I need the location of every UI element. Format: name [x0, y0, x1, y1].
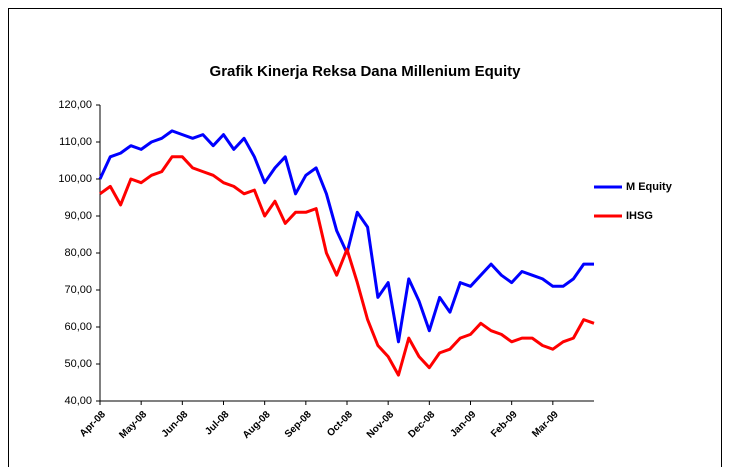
- y-tick-label: 60,00: [64, 321, 92, 333]
- chart-frame: [8, 8, 722, 467]
- y-tick-label: 110,00: [59, 136, 92, 148]
- y-tick-label: 90,00: [64, 210, 92, 222]
- series-line: [99, 155, 595, 377]
- y-tick-label: 120,00: [58, 99, 92, 111]
- chart-title: Grafik Kinerja Reksa Dana Millenium Equi…: [210, 63, 522, 80]
- y-tick-label: 40,00: [64, 395, 92, 407]
- y-tick-label: 70,00: [64, 284, 92, 296]
- legend-label: M Equity: [626, 181, 673, 193]
- legend-label: IHSG: [626, 210, 653, 222]
- y-tick-label: 80,00: [64, 247, 92, 259]
- y-tick-label: 100,00: [58, 173, 92, 185]
- y-tick-label: 50,00: [64, 358, 92, 370]
